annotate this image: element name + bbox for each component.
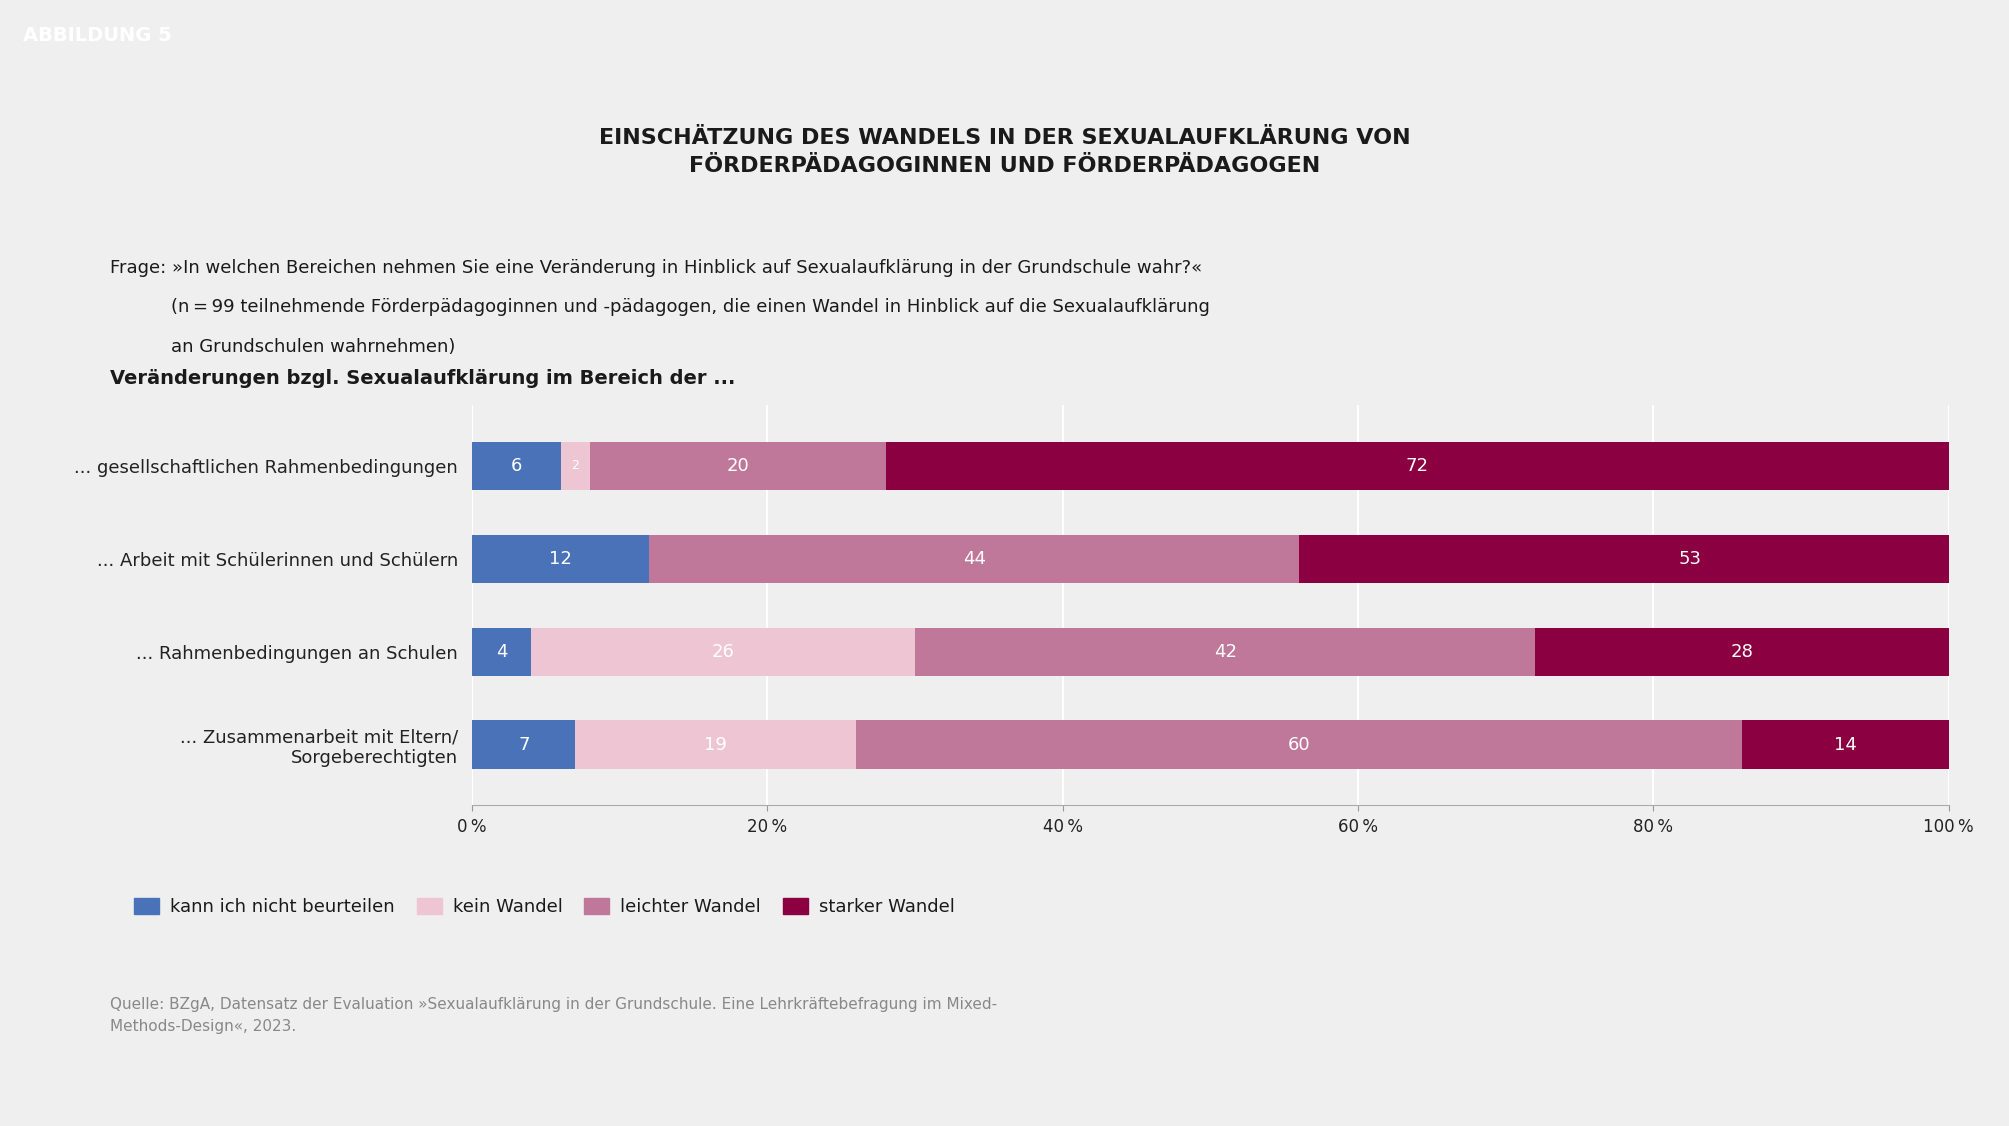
Bar bbox=[575, 721, 856, 769]
Text: ABBILDUNG 5: ABBILDUNG 5 bbox=[24, 26, 173, 45]
Text: 26: 26 bbox=[711, 643, 735, 661]
Text: 14: 14 bbox=[1834, 735, 1856, 753]
Text: Veränderungen bzgl. Sexualaufklärung im Bereich der ...: Veränderungen bzgl. Sexualaufklärung im … bbox=[110, 369, 735, 388]
Text: 6: 6 bbox=[510, 457, 522, 475]
Text: 7: 7 bbox=[518, 735, 530, 753]
Text: EINSCHÄTZUNG DES WANDELS IN DER SEXUALAUFKLÄRUNG VON
FÖRDERPÄDAGOGINNEN UND FÖRD: EINSCHÄTZUNG DES WANDELS IN DER SEXUALAU… bbox=[599, 128, 1410, 176]
Text: Frage: »In welchen Bereichen nehmen Sie eine Veränderung in Hinblick auf Sexuala: Frage: »In welchen Bereichen nehmen Sie … bbox=[110, 259, 1203, 277]
Text: (n = 99 teilnehmende Förderpädagoginnen und -pädagogen, die einen Wandel in Hinb: (n = 99 teilnehmende Förderpädagoginnen … bbox=[171, 298, 1209, 316]
Text: 42: 42 bbox=[1213, 643, 1238, 661]
Text: 72: 72 bbox=[1406, 457, 1428, 475]
Bar bbox=[472, 441, 561, 490]
Bar bbox=[472, 721, 575, 769]
Legend: kann ich nicht beurteilen, kein Wandel, leichter Wandel, starker Wandel: kann ich nicht beurteilen, kein Wandel, … bbox=[135, 899, 954, 917]
Text: 44: 44 bbox=[962, 549, 986, 568]
Text: 20: 20 bbox=[727, 457, 749, 475]
Text: Quelle: BZgA, Datensatz der Evaluation »Sexualaufklärung in der Grundschule. Ein: Quelle: BZgA, Datensatz der Evaluation »… bbox=[110, 997, 998, 1034]
Text: 2: 2 bbox=[571, 459, 579, 472]
Bar bbox=[1742, 721, 1949, 769]
Bar bbox=[914, 627, 1535, 676]
Text: 12: 12 bbox=[548, 549, 573, 568]
Bar bbox=[886, 441, 1949, 490]
Text: 53: 53 bbox=[1680, 549, 1702, 568]
Bar bbox=[856, 721, 1742, 769]
Text: 19: 19 bbox=[705, 735, 727, 753]
Bar bbox=[530, 627, 914, 676]
Bar bbox=[472, 627, 530, 676]
Text: 60: 60 bbox=[1288, 735, 1310, 753]
Bar bbox=[1535, 627, 1949, 676]
Text: an Grundschulen wahrnehmen): an Grundschulen wahrnehmen) bbox=[171, 338, 456, 356]
Bar bbox=[1300, 535, 2009, 583]
Bar bbox=[591, 441, 886, 490]
Text: 4: 4 bbox=[496, 643, 508, 661]
Bar bbox=[649, 535, 1300, 583]
Bar bbox=[472, 535, 649, 583]
Bar bbox=[561, 441, 591, 490]
Text: 28: 28 bbox=[1730, 643, 1754, 661]
